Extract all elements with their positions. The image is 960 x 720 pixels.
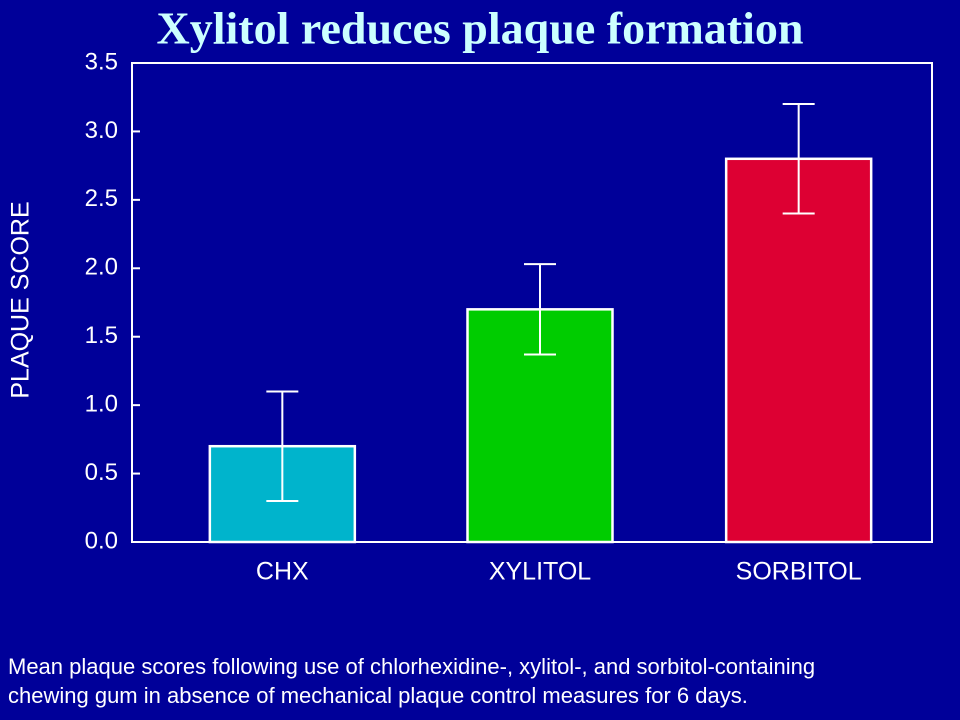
y-axis-label: PLAQUE SCORE <box>7 201 35 398</box>
y-tick-label: 1.0 <box>85 390 118 417</box>
error-bar <box>266 390 299 502</box>
error-bar <box>524 263 556 356</box>
caption-line: Mean plaque scores following use of chlo… <box>8 654 815 679</box>
y-tick-label: 3.0 <box>85 117 118 144</box>
y-tick-label: 2.5 <box>85 185 118 212</box>
y-tick-label: 0.5 <box>85 459 118 486</box>
x-tick-label: XYLITOL <box>489 558 591 586</box>
y-tick-label: 2.0 <box>85 254 118 281</box>
y-tick-label: 0.0 <box>85 527 118 554</box>
caption-line: chewing gum in absence of mechanical pla… <box>8 683 748 708</box>
y-tick-label: 1.5 <box>85 322 118 349</box>
x-tick-label: SORBITOL <box>736 558 862 586</box>
chart-title: Xylitol reduces plaque formation <box>157 3 804 54</box>
x-tick-label: CHX <box>256 558 309 586</box>
error-bar <box>782 103 815 215</box>
y-tick-label: 3.5 <box>85 48 118 75</box>
bar <box>724 157 873 544</box>
